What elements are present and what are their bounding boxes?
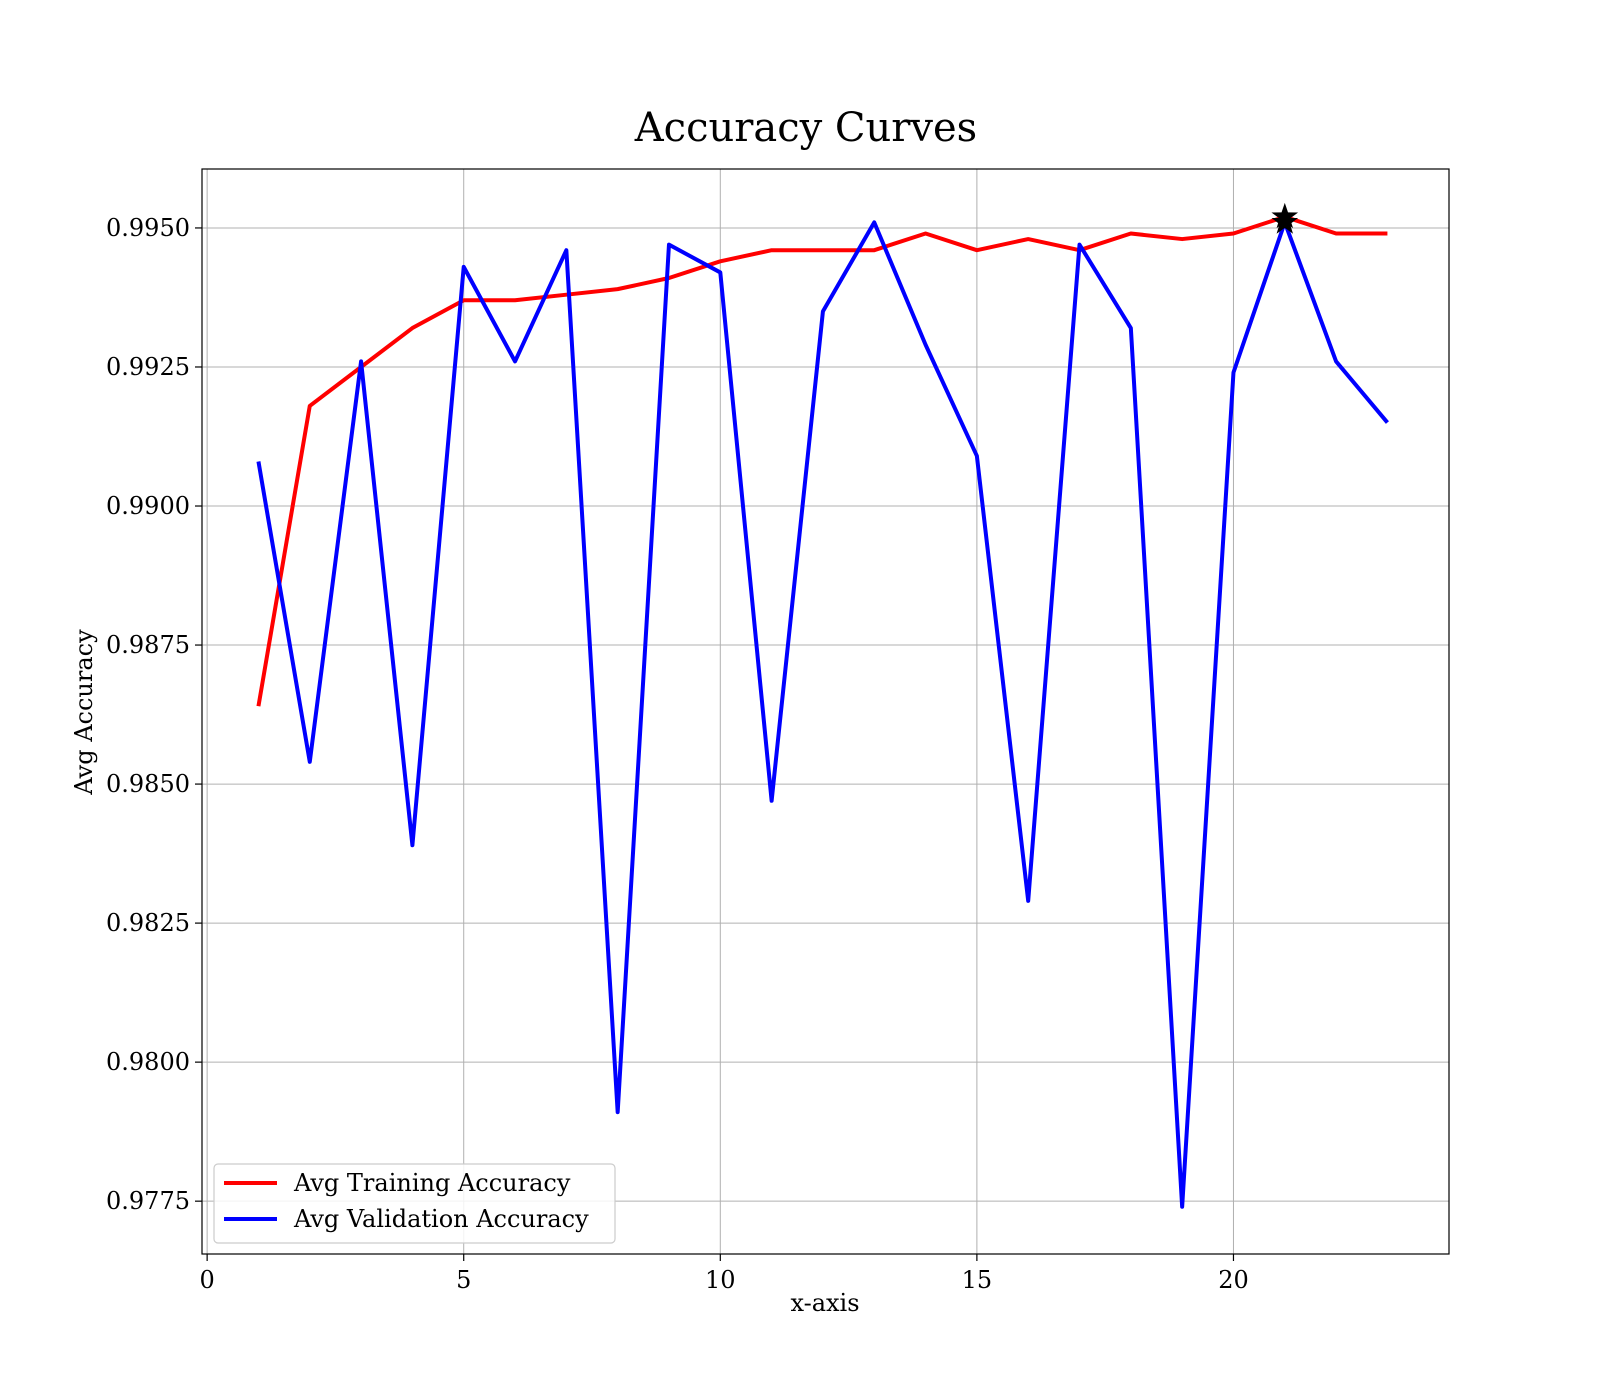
- y-tick-label: 0.9775: [106, 1187, 190, 1215]
- y-tick-label: 0.9925: [106, 353, 190, 381]
- y-tick-label: 0.9950: [106, 214, 190, 242]
- y-axis-ticks: 0.9775 0.9800 0.9825 0.9850 0.9875 0.9900 0.99…: [106, 214, 202, 1215]
- x-tick-label: 20: [1218, 1266, 1249, 1294]
- x-tick-label: 0: [199, 1266, 214, 1294]
- best-accuracy-star-icon: [1271, 208, 1299, 234]
- x-axis-label: x-axis: [790, 1289, 859, 1317]
- legend-label-training: Avg Training Accuracy: [293, 1169, 571, 1197]
- x-tick-label: 15: [962, 1266, 993, 1294]
- x-axis-ticks: 0 5 10 15 20: [199, 1254, 1249, 1294]
- legend-box: [213, 1163, 616, 1244]
- chart-title: Accuracy Curves: [634, 105, 977, 151]
- plot-frame: [201, 168, 1450, 1255]
- series-lines: [256, 214, 1389, 1209]
- training-accuracy-line: [256, 214, 1388, 707]
- y-tick-label: 0.9800: [106, 1048, 190, 1076]
- y-tick-label: 0.9900: [106, 492, 190, 520]
- best-markers: [1271, 202, 1299, 234]
- validation-accuracy-line: [256, 220, 1389, 1209]
- x-tick-label: 10: [705, 1266, 736, 1294]
- grid: [202, 169, 1449, 1254]
- legend: Avg Training Accuracy Avg Validation Acc…: [213, 1163, 616, 1244]
- legend-label-validation: Avg Validation Accuracy: [293, 1205, 589, 1233]
- y-tick-label: 0.9850: [106, 770, 190, 798]
- y-axis-label: Avg Accuracy: [70, 629, 98, 796]
- y-tick-label: 0.9825: [106, 909, 190, 937]
- x-tick-label: 5: [456, 1266, 471, 1294]
- y-tick-label: 0.9875: [106, 631, 190, 659]
